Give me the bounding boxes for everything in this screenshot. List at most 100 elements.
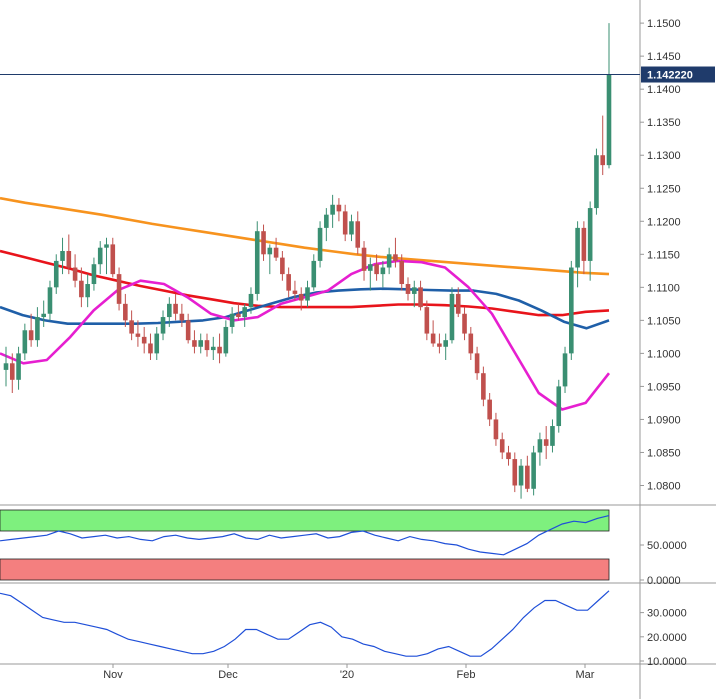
candle-body [437,343,442,347]
time-tick-label: '20 [340,669,354,681]
candle-body [41,313,46,318]
candle-body [141,336,147,344]
price-axis: 1.1500 1.1450 1.1400 1.1350 1.1300 1.1250 1.12… [640,18,681,492]
oversold-zone [0,558,610,581]
candle-body [242,307,247,318]
candle-body [72,267,78,281]
candlesticks [3,23,612,499]
candle-body [280,257,285,275]
candle-body [273,247,279,258]
price-tick-label: 1.0950 [647,381,681,393]
candle-body [594,155,599,209]
sma-orange-line [0,196,610,276]
moving-averages [0,196,611,411]
indicator-tick-label: 20.0000 [647,632,687,644]
candle-body [286,274,291,291]
candle-body [53,260,59,288]
candle-body [430,333,436,344]
indicator-tick-label: 30.0000 [647,608,687,620]
candle-body [91,264,97,285]
candle-body [305,287,310,301]
time-tick-label: Nov [103,669,123,681]
candle-body [525,465,530,489]
candle-body [22,330,28,354]
candle-body [16,353,21,380]
price-tick-label: 1.1500 [647,18,681,30]
candle-body [129,320,134,334]
candle-body [47,287,53,314]
candle-body [587,208,593,261]
candle-body [550,426,555,446]
candle-body [248,293,254,308]
price-tick-label: 1.1250 [647,183,681,195]
candle-body [204,340,210,351]
candle-body [380,267,386,275]
candle-body [405,284,411,294]
sma-blue-line [0,287,610,330]
price-tick-label: 1.0900 [647,414,681,426]
candle-body [104,244,109,248]
candle-body [474,353,480,374]
candle-body [462,313,467,334]
candle-body [418,287,423,308]
candle-body [223,326,229,354]
time-tick-label: Dec [218,669,238,681]
oscillator-line [0,515,610,556]
candle-body [455,293,461,314]
candle-body [154,333,160,354]
candle-body [311,260,317,288]
candle-body [349,221,354,235]
overbought-zone [0,509,610,532]
candle-body [506,452,511,460]
candle-body [581,227,587,261]
candle-body [123,303,128,321]
price-tick-label: 1.1450 [647,51,681,63]
candle-body [518,465,524,486]
candle-body [192,340,197,347]
price-tick-label: 1.1300 [647,150,681,162]
price-tick-label: 1.1350 [647,117,681,129]
candle-body [3,363,9,370]
candle-body [399,260,405,285]
candle-body [198,340,204,347]
candle-body [556,386,562,427]
candle-body [317,227,323,261]
candle-body [342,211,348,235]
candle-body [148,343,153,354]
candle-body [160,317,166,334]
candle-body [116,274,122,304]
candle-body [481,373,486,400]
candle-body [261,231,266,255]
candle-body [110,244,116,275]
candle-body [355,221,361,248]
candle-body [487,399,492,420]
time-axis: Nov Dec '20 Feb Mar [103,664,595,681]
candle-body [569,267,574,354]
candle-body [298,293,304,301]
candle-body [236,313,241,318]
price-tick-label: 1.1100 [647,282,680,294]
oscillator-tick-label: 50.0000 [647,540,687,552]
price-tick-label: 1.1000 [647,348,681,360]
candle-body [512,459,518,486]
oscillator-axis: 50.0000 0.0000 [640,540,687,587]
price-tick-label: 1.1050 [647,315,681,327]
sma-magenta-line [0,259,611,411]
time-tick-label: Mar [576,669,595,681]
price-tick-label: 1.0800 [647,480,681,492]
candle-body [386,254,392,268]
candle-body [531,452,536,489]
indicator-tick-label: 10.0000 [647,656,687,668]
candle-body [292,290,298,294]
price-tick-label: 1.1200 [647,216,681,228]
last-price-label: 1.142220 [647,70,693,82]
candle-body [9,363,15,380]
candle-body [60,251,65,261]
time-tick-label: Feb [457,669,476,681]
candle-body [254,231,260,294]
candle-body [368,264,373,271]
candle-body [210,346,216,351]
candle-body [185,320,191,341]
